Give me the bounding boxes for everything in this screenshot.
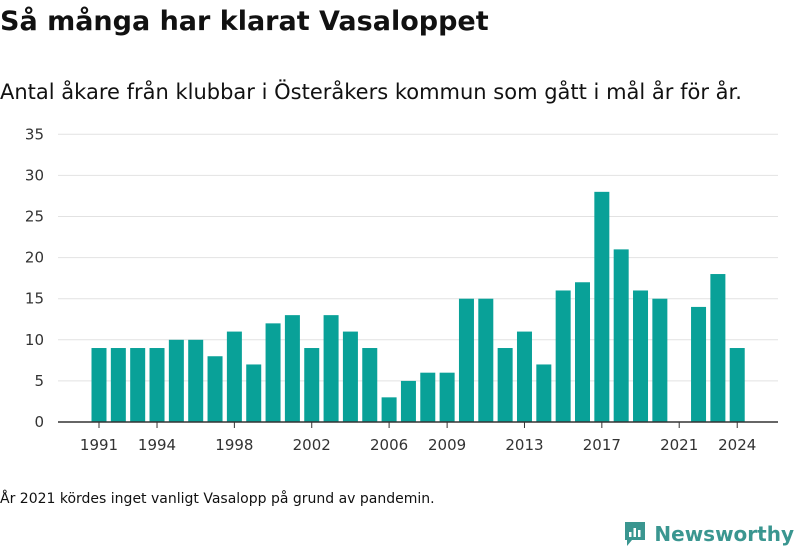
brand-logo-block: Newsworthy <box>623 520 794 548</box>
y-tick-label: 5 <box>34 372 44 390</box>
bar-2012[interactable] <box>497 348 513 422</box>
bar-1994[interactable] <box>149 348 165 422</box>
bar-1999[interactable] <box>246 364 262 422</box>
bar-2011[interactable] <box>478 298 494 422</box>
bar-1995[interactable] <box>168 339 184 422</box>
bar-2015[interactable] <box>555 290 571 422</box>
bar-2003[interactable] <box>323 315 339 422</box>
bar-2004[interactable] <box>342 331 358 422</box>
x-tick-label: 2013 <box>505 436 543 454</box>
y-tick-label: 30 <box>25 166 44 184</box>
x-axis-ticks: 1991 1994 1998 2002 2006 2009 2013 2017 2021 2024 <box>80 422 756 454</box>
bar-2018[interactable] <box>613 249 629 422</box>
bar-2007[interactable] <box>400 380 416 422</box>
bar-2017[interactable] <box>594 191 610 422</box>
x-tick-label: 1991 <box>80 436 118 454</box>
brand-name: Newsworthy <box>654 522 794 546</box>
gridlines <box>58 133 778 382</box>
bar-2005[interactable] <box>362 348 378 422</box>
x-tick-label: 2006 <box>370 436 408 454</box>
bar-1996[interactable] <box>188 339 204 422</box>
bar-1993[interactable] <box>130 348 146 422</box>
chart-title: Så många har klarat Vasaloppet <box>0 6 489 37</box>
bar-2008[interactable] <box>420 372 436 422</box>
bar-2016[interactable] <box>575 282 590 422</box>
y-tick-label: 25 <box>25 208 44 226</box>
bar-2010[interactable] <box>458 298 474 422</box>
y-tick-label: 35 <box>25 125 44 143</box>
bar-2001[interactable] <box>284 315 300 422</box>
x-tick-label: 2024 <box>718 436 756 454</box>
bar-1998[interactable] <box>226 331 242 422</box>
chart-subtitle: Antal åkare från klubbar i Österåkers ko… <box>0 80 742 104</box>
bars <box>91 191 745 422</box>
bar-2020[interactable] <box>652 298 668 422</box>
newsworthy-logo-icon <box>625 522 646 546</box>
bar-2006[interactable] <box>381 397 397 422</box>
x-tick-label: 1994 <box>138 436 176 454</box>
bar-chart: 0 5 10 15 20 25 30 35 1991 1994 1998 2002 2006 2009 2… <box>25 125 778 454</box>
bar-1991[interactable] <box>91 348 107 422</box>
footnote: År 2021 kördes inget vanligt Vasalopp på… <box>0 491 435 507</box>
bar-2014[interactable] <box>536 364 552 422</box>
x-tick-label: 2002 <box>293 436 331 454</box>
bar-2024[interactable] <box>729 348 745 422</box>
bar-2019[interactable] <box>633 290 649 422</box>
y-tick-label: 0 <box>34 413 44 431</box>
y-tick-label: 15 <box>25 290 44 308</box>
x-tick-label: 2021 <box>660 436 698 454</box>
bar-2002[interactable] <box>304 348 320 422</box>
x-tick-label: 2009 <box>428 436 466 454</box>
bar-2000[interactable] <box>265 323 281 422</box>
x-tick-label: 1998 <box>215 436 253 454</box>
bar-2009[interactable] <box>439 372 455 422</box>
y-tick-label: 20 <box>25 249 44 267</box>
bar-2022[interactable] <box>691 306 707 422</box>
bar-1997[interactable] <box>207 356 223 422</box>
x-tick-label: 2017 <box>583 436 621 454</box>
y-tick-label: 10 <box>25 331 44 349</box>
bar-2013[interactable] <box>516 331 532 422</box>
bar-1992[interactable] <box>110 348 126 422</box>
bar-2023[interactable] <box>710 274 726 422</box>
y-axis-ticks: 0 5 10 15 20 25 30 35 <box>25 125 44 431</box>
